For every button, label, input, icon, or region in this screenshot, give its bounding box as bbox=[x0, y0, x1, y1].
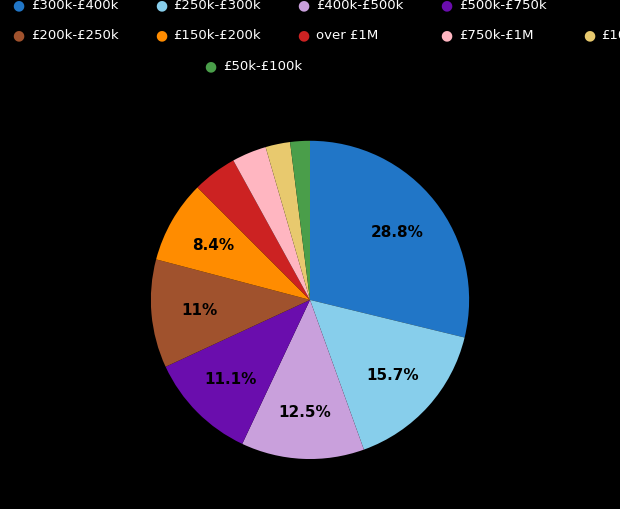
Text: ●: ● bbox=[440, 0, 453, 12]
Text: £150k-£200k: £150k-£200k bbox=[174, 29, 261, 42]
Text: ●: ● bbox=[205, 59, 217, 73]
Text: 11.1%: 11.1% bbox=[205, 371, 257, 386]
Wedge shape bbox=[166, 300, 310, 444]
Text: ●: ● bbox=[440, 29, 453, 43]
Text: ●: ● bbox=[155, 0, 167, 12]
Wedge shape bbox=[242, 300, 364, 459]
Text: ●: ● bbox=[298, 29, 310, 43]
Text: 12.5%: 12.5% bbox=[278, 404, 331, 419]
Text: ●: ● bbox=[12, 0, 25, 12]
Wedge shape bbox=[290, 142, 310, 300]
Wedge shape bbox=[310, 142, 469, 338]
Text: 15.7%: 15.7% bbox=[366, 367, 419, 382]
Text: 8.4%: 8.4% bbox=[192, 237, 234, 252]
Wedge shape bbox=[156, 188, 310, 300]
Text: 28.8%: 28.8% bbox=[371, 224, 424, 239]
Wedge shape bbox=[151, 260, 310, 367]
Wedge shape bbox=[233, 148, 310, 300]
Wedge shape bbox=[198, 161, 310, 300]
Text: £300k-£400k: £300k-£400k bbox=[31, 0, 118, 12]
Text: 11%: 11% bbox=[181, 302, 217, 318]
Text: ●: ● bbox=[298, 0, 310, 12]
Text: £100k-£150k: £100k-£150k bbox=[601, 29, 620, 42]
Wedge shape bbox=[265, 143, 310, 300]
Text: £200k-£250k: £200k-£250k bbox=[31, 29, 118, 42]
Text: £750k-£1M: £750k-£1M bbox=[459, 29, 533, 42]
Text: ●: ● bbox=[12, 29, 25, 43]
Text: ●: ● bbox=[155, 29, 167, 43]
Text: £250k-£300k: £250k-£300k bbox=[174, 0, 261, 12]
Text: £500k-£750k: £500k-£750k bbox=[459, 0, 546, 12]
Text: over £1M: over £1M bbox=[316, 29, 378, 42]
Text: £50k-£100k: £50k-£100k bbox=[223, 60, 303, 73]
Text: ●: ● bbox=[583, 29, 595, 43]
Wedge shape bbox=[310, 300, 464, 450]
Text: £400k-£500k: £400k-£500k bbox=[316, 0, 404, 12]
